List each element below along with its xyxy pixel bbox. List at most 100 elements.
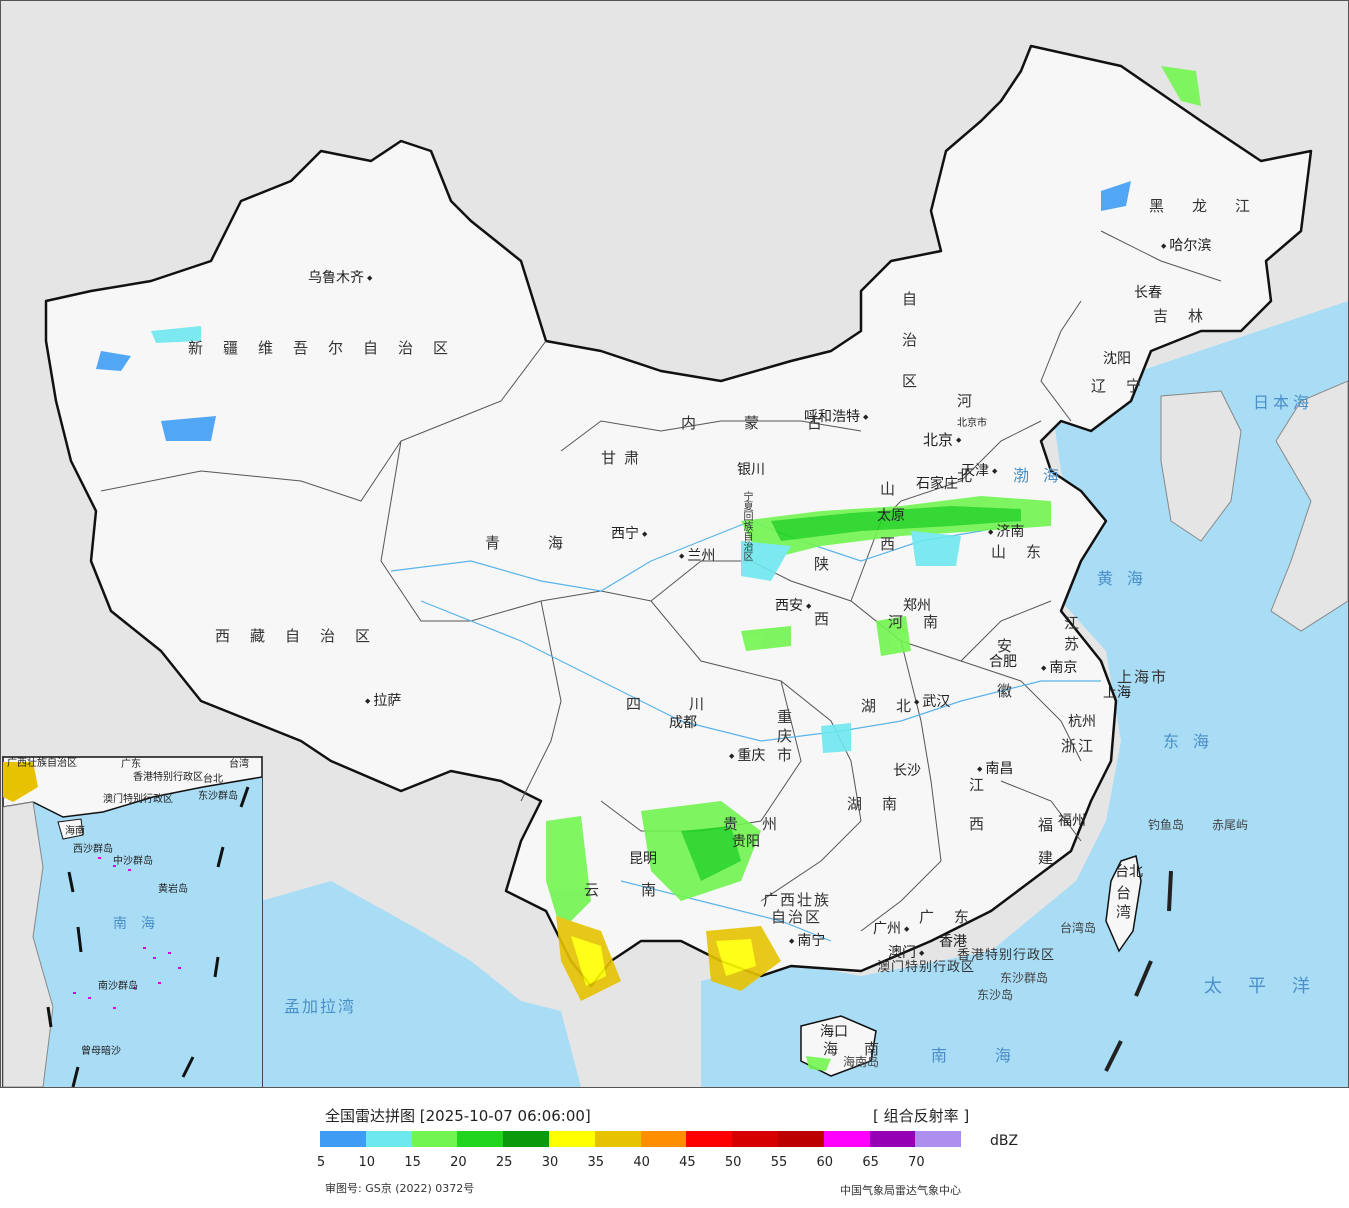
city-jinan: 济南 — [988, 525, 1024, 539]
sea-bohai: 渤海 — [1013, 466, 1074, 485]
island-taiwan: 台湾岛 — [1060, 921, 1097, 935]
echo-north-core — [771, 506, 1021, 541]
legend-swatch — [320, 1131, 366, 1147]
label-jiangxi: 江西 — [967, 777, 985, 855]
legend-tick: 45 — [679, 1155, 696, 1170]
inset-label-nanhai: 南海 — [113, 916, 169, 932]
legend-tick: 40 — [633, 1155, 650, 1170]
inset-label-nansha: 南沙群岛 — [98, 981, 138, 992]
inset-canvas — [3, 757, 262, 1087]
label-gansu: 甘肃 — [601, 449, 648, 467]
legend-swatch — [869, 1131, 916, 1147]
legend-swatch — [777, 1131, 824, 1147]
inset-label-taibei: 台北 — [203, 774, 223, 785]
legend-tick: 70 — [908, 1155, 925, 1170]
review-number: 审图号: GS京 (2022) 0372号 — [325, 1182, 475, 1195]
legend-swatch — [365, 1131, 412, 1147]
city-xining: 西宁 — [611, 527, 647, 541]
echo-guizhou-core — [681, 826, 741, 881]
inset-echo — [3, 762, 38, 802]
sea-japan: 日本海 — [1253, 393, 1314, 412]
legend-swatch — [823, 1131, 870, 1147]
city-taiyuan: 太原 — [877, 508, 905, 524]
echo-heilongjiang — [1101, 181, 1131, 211]
label-fujian: 福建 — [1036, 817, 1054, 883]
legend-swatch — [915, 1131, 962, 1147]
label-hk-sar: 香港特别行政区 — [957, 948, 1056, 963]
label-ningxia: 宁夏回族自治区 — [741, 491, 752, 561]
inset-label-guangdong: 广东 — [121, 759, 141, 770]
radar-echoes — [96, 66, 1201, 1071]
organization: 中国气象局雷达气象中心 — [840, 1184, 961, 1197]
city-hongkong: 香港 — [939, 934, 967, 950]
city-shanghai: 上海 — [1103, 685, 1131, 701]
island-hainan: 海南岛 — [843, 1055, 880, 1069]
label-jiangsu: 江苏 — [1062, 615, 1080, 657]
inset-label-huangyan: 黄岩岛 — [158, 884, 188, 895]
inset-islands — [73, 857, 181, 1009]
legend-tick: 10 — [358, 1155, 376, 1170]
label-hunan: 湖南 — [847, 795, 918, 813]
inset-label-xisha: 西沙群岛 — [73, 844, 113, 855]
echo-hebei-blue — [911, 531, 961, 566]
inset-dash-line — [46, 786, 250, 1087]
legend-tick: 65 — [862, 1155, 879, 1170]
city-guiyang: 贵阳 — [732, 834, 760, 850]
island-diaoyu: 钓鱼岛 — [1148, 818, 1185, 832]
inset-label-zhongsha: 中沙群岛 — [113, 856, 153, 867]
label-yunnan: 云南 — [584, 881, 699, 899]
legend-product: [ 组合反射率 ] — [873, 1107, 970, 1125]
city-shijiazhuang: 石家庄 — [916, 476, 958, 492]
legend-tick: 25 — [495, 1155, 513, 1170]
label-taiwan: 台湾 — [1114, 885, 1132, 923]
legend-title: 全国雷达拼图 [2025-10-07 06:06:00] — [325, 1107, 591, 1125]
sea-huanghai: 黄海 — [1097, 569, 1158, 588]
korea-landmass — [1160, 390, 1242, 542]
city-beijingshi: 北京市 — [957, 418, 987, 429]
legend-swatch — [457, 1131, 504, 1147]
inset-label-hk: 香港特别行政区 — [133, 772, 203, 783]
city-nanjing: 南京 — [1041, 661, 1077, 675]
legend-swatch — [640, 1131, 687, 1147]
label-anhui: 安徽 — [995, 638, 1013, 728]
city-chongqing: 重庆 — [729, 749, 765, 763]
legend-tick: 60 — [816, 1155, 834, 1170]
echo-hainan — [806, 1056, 831, 1071]
inset-hainan — [57, 818, 84, 840]
label-jilin: 吉林 — [1153, 307, 1224, 325]
radar-map[interactable]: 新疆维吾尔自治区 西藏自治区 青海 甘肃 内蒙古 自治区 黑龙江 吉林 辽宁 河… — [0, 0, 1349, 1088]
legend-swatch — [732, 1131, 778, 1147]
city-changchun: 长春 — [1134, 285, 1162, 301]
echo-shaanxi — [741, 626, 791, 651]
legend-tick: 35 — [587, 1155, 605, 1170]
inset-label-zengmu: 曾母暗沙 — [81, 1046, 121, 1057]
city-guangzhou: 广州 — [873, 922, 909, 936]
city-urumqi: 乌鲁木齐 — [308, 271, 372, 285]
city-taibei: 台北 — [1115, 864, 1143, 880]
city-wuhan: 武汉 — [914, 695, 950, 709]
legend-swatch — [594, 1131, 641, 1147]
city-hohhot: 呼和浩特 — [804, 410, 868, 424]
city-hangzhou: 杭州 — [1068, 714, 1096, 730]
island-dongsha-qundao: 东沙群岛 — [1000, 971, 1049, 985]
label-zhejiang: 浙江 — [1061, 737, 1096, 755]
label-shandong: 山东 — [991, 543, 1062, 561]
city-nanchang: 南昌 — [977, 762, 1013, 776]
label-xizang: 西藏自治区 — [215, 627, 391, 645]
sea-pacific: 太平洋 — [1204, 976, 1336, 997]
city-tianjin: 天津 — [961, 464, 997, 478]
echo-north-blue — [741, 541, 791, 581]
legend-tick: 20 — [450, 1155, 467, 1170]
city-haikou: 海口 — [820, 1024, 848, 1040]
label-guangxi-2: 自治区 — [771, 908, 823, 926]
label-guizhou: 贵州 — [723, 815, 802, 833]
city-zhengzhou: 郑州 — [903, 598, 931, 614]
island-chiwei: 赤尾屿 — [1212, 818, 1249, 832]
echo-henan — [876, 616, 911, 656]
label-shanghai: 上海市 — [1117, 668, 1169, 686]
label-hainan: 海南 — [823, 1040, 906, 1058]
legend-tick: 30 — [541, 1155, 559, 1170]
legend-tick: 5 — [316, 1155, 326, 1170]
city-hefei: 合肥 — [989, 654, 1017, 670]
label-chongqing: 重庆市 — [775, 709, 793, 766]
